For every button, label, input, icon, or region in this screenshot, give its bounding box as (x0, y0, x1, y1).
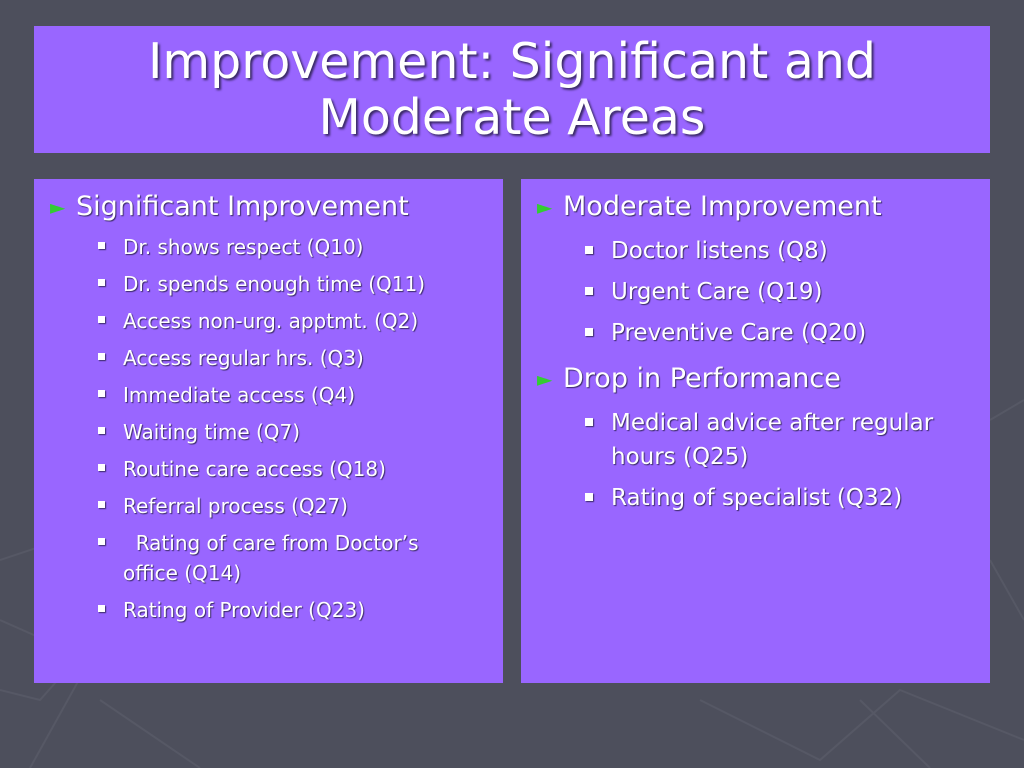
title-box: Improvement: Significant and Moderate Ar… (34, 26, 990, 153)
slide-title-line-2: Moderate Areas (318, 88, 706, 146)
list-item: Referral process (Q27) (98, 491, 488, 521)
right-heading-drop: ► Drop in Performance (537, 363, 841, 394)
square-bullet-icon (98, 353, 105, 360)
list-item: Access regular hrs. (Q3) (98, 343, 488, 373)
square-bullet-icon (98, 242, 105, 249)
right-arrow-icon: ► (537, 367, 553, 391)
left-panel: ► Significant Improvement Dr. shows resp… (34, 179, 503, 683)
square-bullet-icon (98, 501, 105, 508)
list-item: Rating of care from Doctor’s office (Q14… (98, 528, 458, 588)
list-item: Dr. shows respect (Q10) (98, 232, 488, 262)
list-item: Immediate access (Q4) (98, 380, 488, 410)
square-bullet-icon (585, 287, 593, 295)
right-arrow-icon: ► (50, 195, 66, 219)
right-panel: ► Moderate Improvement Doctor listens (Q… (521, 179, 990, 683)
list-item: Preventive Care (Q20) (585, 316, 975, 350)
list-item: Waiting time (Q7) (98, 417, 488, 447)
list-item: Dr. spends enough time (Q11) (98, 269, 488, 299)
square-bullet-icon (98, 427, 105, 434)
list-item: Urgent Care (Q19) (585, 275, 975, 309)
right-heading-moderate: ► Moderate Improvement (537, 191, 882, 222)
list-item: Access non-urg. apptmt. (Q2) (98, 306, 488, 336)
square-bullet-icon (98, 605, 105, 612)
left-heading: ► Significant Improvement (50, 190, 409, 224)
left-heading-text: Significant Improvement (76, 191, 409, 222)
square-bullet-icon (585, 418, 593, 426)
list-item: Medical advice after regular hours (Q25) (585, 406, 955, 474)
square-bullet-icon (98, 464, 105, 471)
square-bullet-icon (585, 246, 593, 254)
slide-title-line-1: Improvement: Significant and (147, 32, 877, 90)
square-bullet-icon (585, 328, 593, 336)
list-item: Doctor listens (Q8) (585, 234, 975, 268)
square-bullet-icon (98, 390, 105, 397)
square-bullet-icon (98, 538, 105, 545)
list-item: Rating of Provider (Q23) (98, 595, 488, 625)
list-item: Rating of specialist (Q32) (585, 481, 975, 515)
right-arrow-icon: ► (537, 195, 553, 219)
square-bullet-icon (585, 493, 593, 501)
list-item: Routine care access (Q18) (98, 454, 488, 484)
square-bullet-icon (98, 279, 105, 286)
square-bullet-icon (98, 316, 105, 323)
